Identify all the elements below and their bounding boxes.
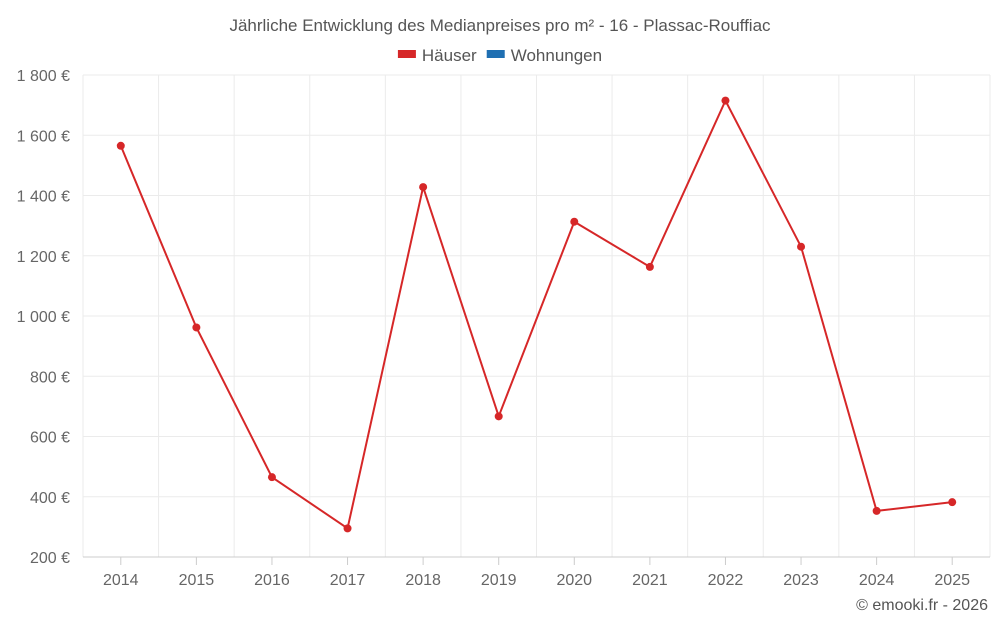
y-tick-label: 400 €	[30, 490, 70, 507]
series-line-häuser	[119, 98, 953, 531]
legend: Häuser Wohnungen	[397, 46, 602, 65]
credit-text: © emooki.fr - 2026	[856, 597, 988, 614]
y-tick-label: 1 200 €	[17, 249, 70, 266]
x-tick-label: 2015	[179, 572, 215, 589]
x-tick-label: 2025	[934, 572, 970, 589]
legend-swatch	[486, 50, 505, 58]
y-tick-label: 800 €	[30, 369, 70, 386]
x-tick-label: 2018	[405, 572, 441, 589]
x-tick-label: 2016	[254, 572, 290, 589]
data-point[interactable]	[192, 323, 201, 332]
y-tick-label: 600 €	[30, 430, 70, 447]
x-tick-label: 2023	[783, 572, 819, 589]
y-tick-label: 1 000 €	[17, 309, 70, 326]
y-axis: 200 € 400 € 600 € 800 € 1 000 € 1 200 € 1 400 …	[17, 68, 70, 567]
plot-area	[116, 96, 957, 533]
data-point[interactable]	[267, 473, 276, 482]
data-point[interactable]	[343, 524, 352, 533]
y-tick-label: 1 400 €	[17, 189, 70, 206]
y-tick-label: 1 800 €	[17, 68, 70, 85]
legend-label: Wohnungen	[511, 46, 602, 65]
data-point[interactable]	[419, 183, 428, 192]
data-point[interactable]	[721, 96, 730, 105]
x-tick-label: 2020	[556, 572, 592, 589]
data-point[interactable]	[570, 217, 579, 226]
x-tick-label: 2014	[103, 572, 139, 589]
x-tick-label: 2024	[859, 572, 895, 589]
data-point[interactable]	[872, 506, 881, 515]
legend-item-wohnungen[interactable]: Wohnungen	[486, 46, 602, 65]
x-tick-label: 2019	[481, 572, 517, 589]
x-axis: 2014 2015 2016 2017 2018 2019 2020 2021 2022 2023…	[83, 556, 990, 589]
gridlines	[82, 74, 991, 557]
legend-label: Häuser	[422, 46, 477, 65]
x-tick-label: 2017	[330, 572, 366, 589]
chart-title: Jährliche Entwicklung des Medianpreises …	[229, 16, 771, 35]
y-tick-label: 1 600 €	[17, 128, 70, 145]
legend-swatch	[397, 50, 416, 58]
x-tick-label: 2022	[708, 572, 744, 589]
data-point[interactable]	[494, 412, 503, 421]
x-tick-label: 2021	[632, 572, 668, 589]
data-point[interactable]	[645, 262, 654, 271]
legend-item-häuser[interactable]: Häuser	[397, 46, 477, 65]
data-point[interactable]	[948, 498, 957, 507]
data-point[interactable]	[116, 141, 125, 150]
data-point[interactable]	[797, 242, 806, 251]
y-tick-label: 200 €	[30, 550, 70, 567]
